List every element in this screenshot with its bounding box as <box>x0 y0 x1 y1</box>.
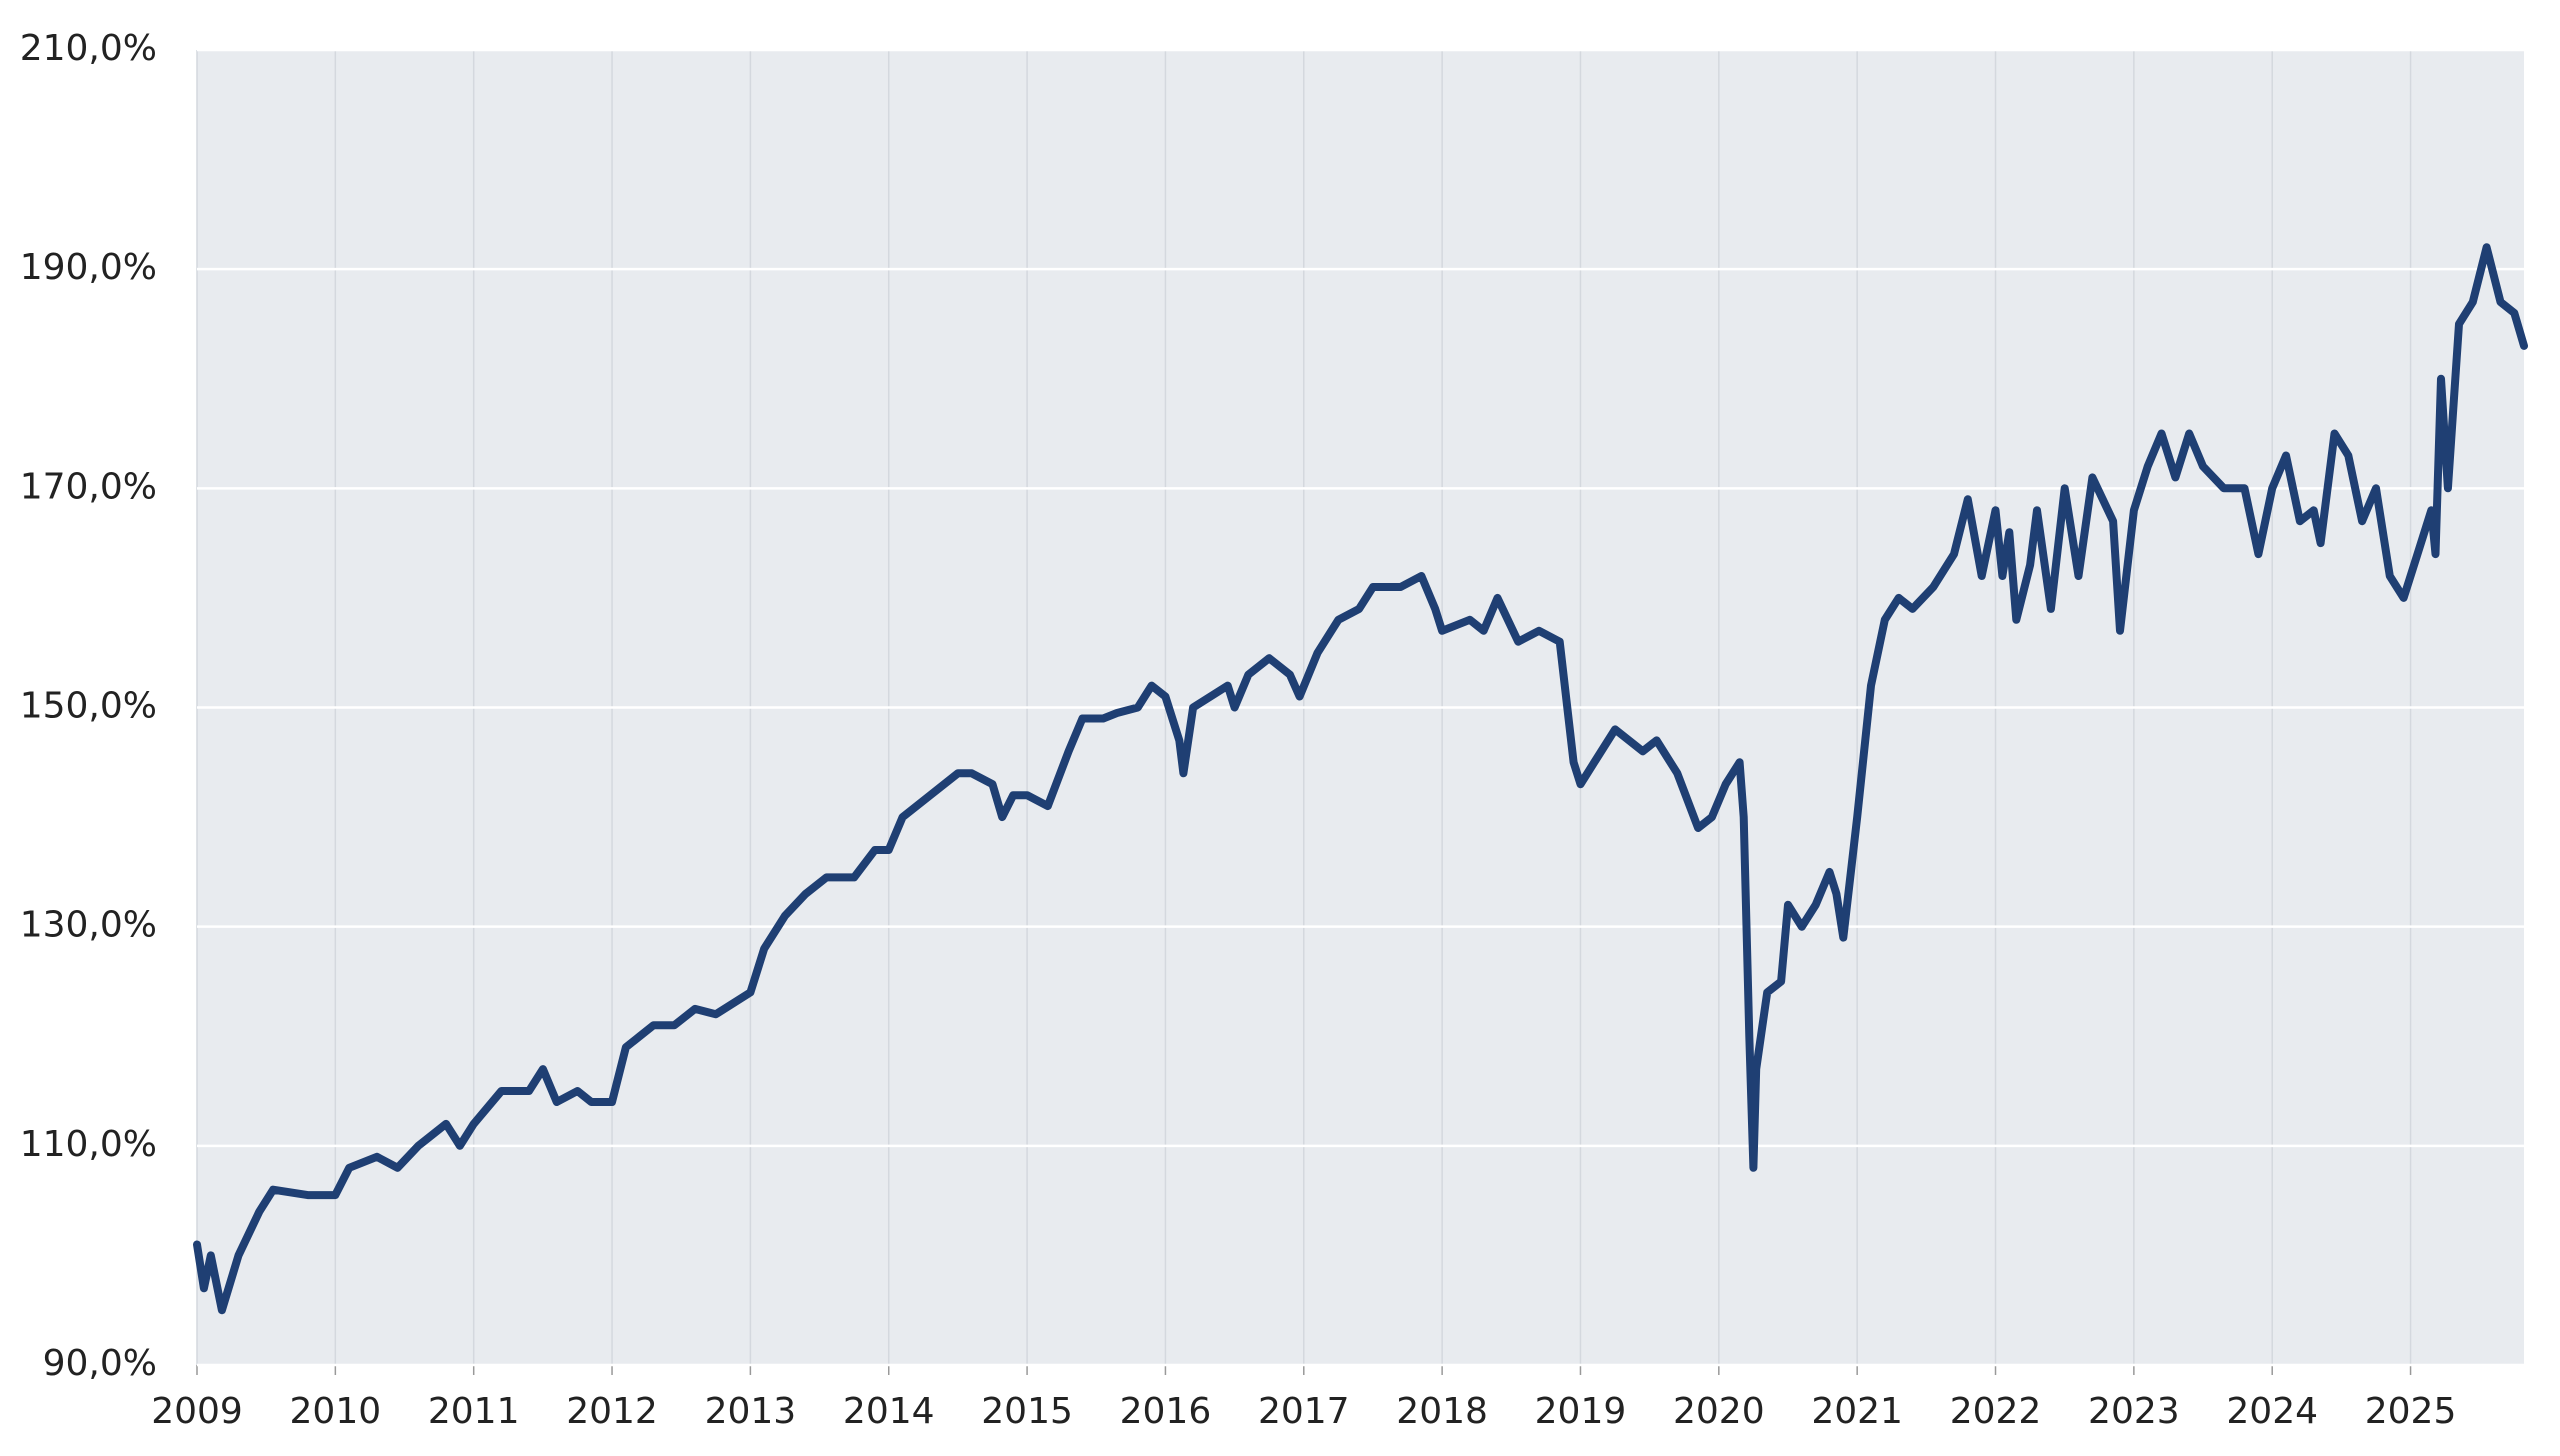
x-tick-label: 2021 <box>1811 1391 1903 1432</box>
x-tick-label: 2010 <box>290 1391 382 1432</box>
x-tick-label: 2016 <box>1120 1391 1212 1432</box>
x-tick-label: 2022 <box>1950 1391 2042 1432</box>
y-tick-label: 90,0% <box>43 1343 157 1384</box>
x-tick-label: 2013 <box>705 1391 797 1432</box>
y-tick-label: 150,0% <box>20 686 157 727</box>
x-tick-label: 2024 <box>2226 1391 2318 1432</box>
x-tick-label: 2018 <box>1396 1391 1488 1432</box>
x-tick-label: 2020 <box>1673 1391 1765 1432</box>
x-tick-label: 2011 <box>428 1391 520 1432</box>
y-tick-label: 110,0% <box>20 1124 157 1165</box>
y-tick-label: 190,0% <box>20 247 157 288</box>
x-tick-label: 2017 <box>1258 1391 1350 1432</box>
x-tick-label: 2019 <box>1535 1391 1627 1432</box>
x-tick-label: 2012 <box>566 1391 658 1432</box>
x-tick-label: 2014 <box>843 1391 935 1432</box>
y-tick-label: 130,0% <box>20 905 157 946</box>
x-tick-label: 2009 <box>151 1391 243 1432</box>
y-tick-label: 170,0% <box>20 466 157 507</box>
data-line <box>193 243 2528 1315</box>
y-tick-label: 210,0% <box>20 28 157 69</box>
x-tick-label: 2015 <box>981 1391 1073 1432</box>
x-tick-label: 2025 <box>2365 1391 2457 1432</box>
x-tick-label: 2023 <box>2088 1391 2180 1432</box>
